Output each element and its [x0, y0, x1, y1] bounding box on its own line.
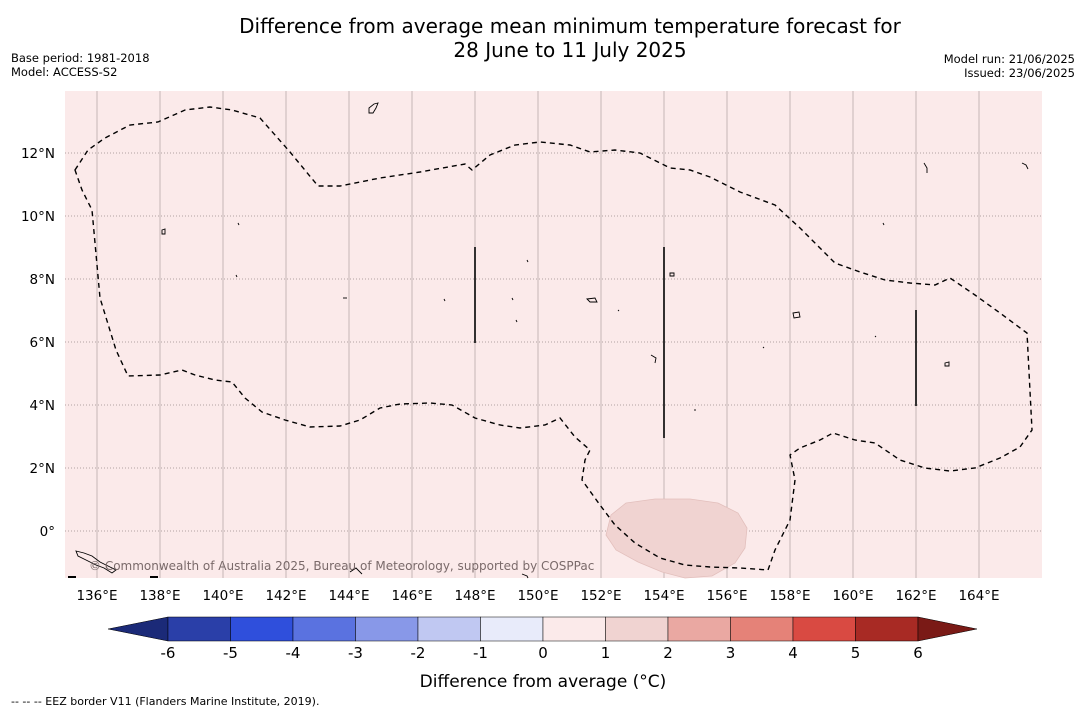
- issued-date: Issued: 23/06/2025: [964, 66, 1075, 80]
- longitude-tick-label: 154°E: [643, 588, 684, 604]
- latitude-tick-labels: 12°N 10°N 8°N 6°N 4°N 2°N 0°: [21, 146, 55, 540]
- longitude-tick-label: 156°E: [706, 588, 747, 604]
- colorbar-segment: [792, 616, 856, 642]
- latitude-tick-label: 12°N: [21, 146, 55, 162]
- island-8: [650, 354, 657, 364]
- colorbar-segment: [167, 616, 231, 642]
- longitude-tick-label: 140°E: [202, 588, 243, 604]
- island-22: [617, 309, 620, 312]
- island-18: [882, 222, 885, 226]
- island-1: [161, 228, 166, 235]
- colorbar-segment: [605, 616, 669, 642]
- colorbar-tick-label: 0: [538, 644, 548, 662]
- copyright-notice: © Commonwealth of Australia 2025, Bureau…: [89, 559, 594, 573]
- colorbar-tick-label: 3: [726, 644, 736, 662]
- island-14: [511, 297, 514, 301]
- colorbar-under-arrow: [107, 616, 169, 642]
- longitude-tick-label: 150°E: [517, 588, 558, 604]
- title-line-2: 28 June to 11 July 2025: [453, 38, 687, 62]
- colorbar-tick-label: 5: [851, 644, 861, 662]
- colorbar-over-arrow: [917, 616, 978, 642]
- island-3: [792, 311, 801, 319]
- longitude-tick-label: 160°E: [832, 588, 873, 604]
- chart-title: Difference from average mean minimum tem…: [0, 14, 1085, 62]
- island-12: [235, 274, 238, 278]
- colorbar-segment: [855, 616, 919, 642]
- eez-source-note: -- -- -- EEZ border V11 (Flanders Marine…: [11, 695, 320, 708]
- latitude-tick-label: 10°N: [21, 209, 55, 225]
- island-21: [237, 222, 240, 226]
- colorbar-tick-label: -5: [223, 644, 238, 662]
- colorbar-label: Difference from average (°C): [420, 672, 667, 692]
- longitude-tick-labels: 136°E 138°E 140°E 142°E 144°E 146°E 148°E 150°E…: [76, 588, 999, 604]
- warm-anomaly-patch: [605, 498, 748, 579]
- longitude-tick-label: 144°E: [328, 588, 369, 604]
- colorbar-segment: [292, 616, 356, 642]
- model-run: Model run: 21/06/2025: [943, 52, 1075, 66]
- islands: [75, 102, 1029, 579]
- island-17: [443, 298, 446, 302]
- colorbar-tick-label: -3: [348, 644, 363, 662]
- island-4: [944, 361, 950, 367]
- island-20: [762, 346, 765, 349]
- island-5: [669, 272, 675, 277]
- latitude-tick-label: 8°N: [30, 272, 55, 288]
- model-name: Model: ACCESS-S2: [11, 65, 118, 79]
- island-2: [586, 297, 598, 303]
- island-png-north: [75, 550, 117, 574]
- colorbar-segment: [730, 616, 794, 642]
- longitude-tick-label: 142°E: [265, 588, 306, 604]
- island-guam: [368, 102, 379, 114]
- eez-boundary: [74, 106, 1033, 571]
- map-edge-mark-1: [68, 576, 76, 578]
- colorbar-tick-label: 6: [913, 644, 923, 662]
- colorbar-tick-label: -4: [286, 644, 301, 662]
- meta-right: Model run: 21/06/2025 Issued: 23/06/2025: [944, 52, 1075, 80]
- map-edge-mark-2: [150, 576, 158, 578]
- colorbar-segment: [480, 616, 544, 642]
- colorbar-segment: [417, 616, 481, 642]
- island-19: [874, 335, 877, 338]
- colorbar-tick-label: 1: [601, 644, 611, 662]
- colorbar-segment: [355, 616, 419, 642]
- island-10: [521, 573, 529, 579]
- longitude-tick-label: 138°E: [139, 588, 180, 604]
- meta-left: Base period: 1981-2018 Model: ACCESS-S2: [11, 51, 150, 79]
- colorbar-tick-label: -6: [161, 644, 176, 662]
- island-7: [923, 162, 928, 173]
- colorbar-tick-label: -2: [411, 644, 426, 662]
- longitude-tick-label: 158°E: [769, 588, 810, 604]
- latitude-tick-label: 2°N: [30, 461, 55, 477]
- colorbar-tick-label: 4: [788, 644, 798, 662]
- colorbar-segment: [230, 616, 294, 642]
- title-line-1: Difference from average mean minimum tem…: [239, 14, 901, 38]
- map-background: [65, 91, 1042, 578]
- island-13: [526, 259, 529, 263]
- base-period: Base period: 1981-2018: [11, 51, 150, 65]
- longitude-tick-label: 146°E: [391, 588, 432, 604]
- longitude-tick-label: 136°E: [76, 588, 117, 604]
- island-15: [515, 319, 518, 323]
- longitude-tick-label: 164°E: [958, 588, 999, 604]
- island-6: [1021, 162, 1029, 170]
- graticule: [65, 91, 1042, 578]
- latitude-tick-label: 4°N: [30, 398, 55, 414]
- latitude-tick-label: 6°N: [30, 335, 55, 351]
- island-9: [349, 567, 363, 575]
- longitude-tick-label: 162°E: [895, 588, 936, 604]
- longitude-tick-label: 152°E: [580, 588, 621, 604]
- colorbar-segment: [542, 616, 606, 642]
- colorbar-tick-label: -1: [473, 644, 488, 662]
- colorbar-tick-label: 2: [663, 644, 673, 662]
- longitude-tick-label: 148°E: [454, 588, 495, 604]
- colorbar: -6 -5 -4 -3 -2 -1 0 1 2 3 4 5 6: [107, 616, 978, 662]
- latitude-tick-label: 0°: [40, 524, 55, 540]
- colorbar-segment: [667, 616, 731, 642]
